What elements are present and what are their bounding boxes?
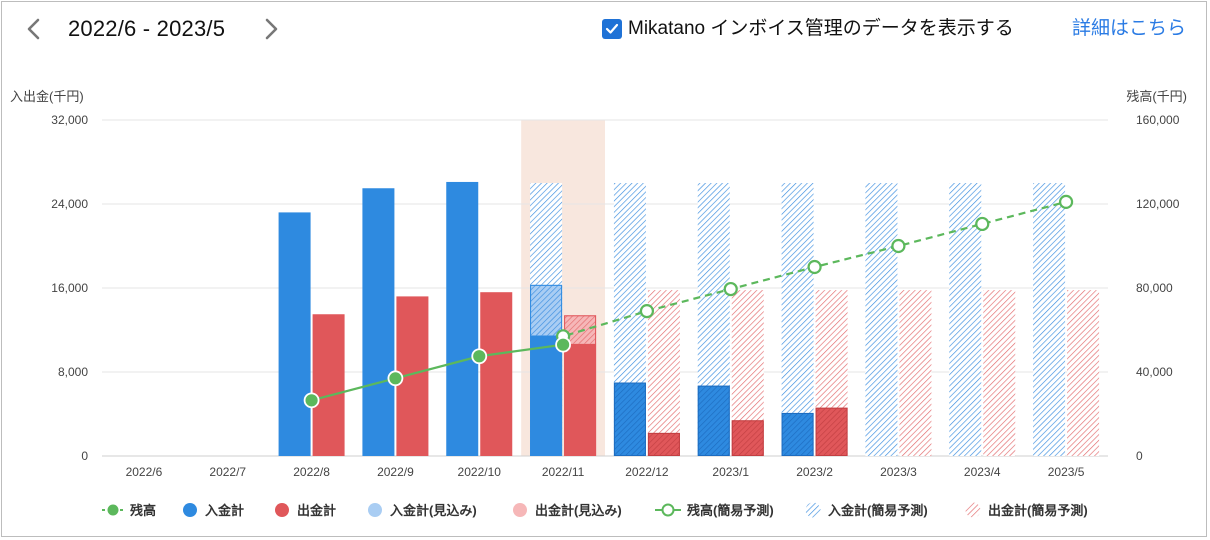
- legend-swatch-hatched: [805, 502, 821, 518]
- balance-point: [303, 392, 320, 409]
- income-bar: [781, 412, 814, 456]
- mikatano-checkbox[interactable]: [602, 19, 622, 39]
- outflow-bar: [312, 314, 345, 456]
- x-tick-label: 2022/6: [126, 465, 163, 479]
- mikatano-data-toggle[interactable]: Mikatano インボイス管理のデータを表示する: [602, 16, 1014, 42]
- y2-tick-label: 160,000: [1136, 113, 1180, 127]
- y-tick-label: 16,000: [51, 281, 88, 295]
- balance-forecast-point: [1058, 194, 1074, 209]
- income-bar: [613, 382, 646, 456]
- outflow-forecast-bar: [899, 290, 932, 456]
- y2-tick-label: 40,000: [1136, 365, 1173, 379]
- chart-header: 2022/6 - 2023/5 Mikatano インボイス管理のデータを表示す…: [0, 0, 1210, 60]
- detail-link[interactable]: 詳細はこちら: [1072, 18, 1187, 39]
- y2-tick-label: 120,000: [1136, 197, 1180, 211]
- balance-forecast-point: [723, 281, 738, 297]
- legend-label: 出金計(簡易予測): [988, 503, 1088, 518]
- balance-forecast-point: [891, 238, 906, 254]
- y-tick-label: 8,000: [58, 365, 88, 379]
- y-tick-label: 24,000: [51, 197, 88, 211]
- outflow-forecast-bar: [983, 290, 1016, 456]
- income-outline: [613, 382, 646, 456]
- legend-label: 入金計(見込み): [390, 503, 477, 518]
- x-tick-label: 2023/1: [712, 465, 749, 479]
- x-tick-label: 2022/8: [293, 465, 330, 479]
- income-bar: [697, 385, 730, 456]
- income-forecast-bar: [1033, 183, 1066, 456]
- y-axis-title: 入出金(千円): [10, 89, 84, 104]
- outflow-forecast-bar: [1067, 290, 1100, 456]
- legend-marker-balance: [107, 504, 119, 516]
- x-tick-label: 2022/7: [209, 465, 246, 479]
- balance-forecast-point: [975, 216, 990, 232]
- x-tick-label: 2022/10: [458, 465, 502, 479]
- next-period-button[interactable]: [259, 14, 283, 44]
- outflow-bar: [564, 343, 597, 456]
- income-bar: [278, 212, 311, 456]
- legend-label: 入金計: [205, 503, 244, 518]
- outflow-outline: [647, 432, 680, 456]
- x-tick-label: 2023/2: [796, 465, 833, 479]
- chevron-left-icon: [27, 18, 40, 40]
- income-forecast-bar: [865, 183, 898, 456]
- outflow-outline: [731, 420, 764, 456]
- x-tick-label: 2022/11: [542, 465, 585, 479]
- legend-swatch: [513, 503, 527, 517]
- balance-point: [387, 370, 404, 387]
- legend-swatch: [368, 503, 382, 517]
- mikatano-toggle-label: Mikatano インボイス管理のデータを表示する: [628, 18, 1014, 39]
- legend-swatch: [183, 503, 197, 517]
- income-outline: [697, 385, 730, 456]
- income-expected-forecast-overlap: [530, 284, 563, 336]
- y2-tick-label: 0: [1136, 449, 1143, 463]
- balance-point: [471, 348, 488, 365]
- y-tick-label: 0: [81, 449, 88, 463]
- income-bar: [362, 188, 395, 456]
- outflow-bar: [647, 432, 680, 456]
- income-expected-outline: [530, 284, 563, 456]
- income-bar: [446, 181, 479, 456]
- outflow-bar: [815, 407, 848, 456]
- legend-label: 入金計(簡易予測): [828, 503, 928, 518]
- balance-forecast-point: [807, 259, 822, 275]
- outflow-expected-outline: [564, 315, 597, 456]
- legend-swatch: [275, 503, 289, 517]
- legend-swatch-hatched: [965, 502, 981, 518]
- income-bar: [530, 335, 563, 456]
- x-tick-label: 2023/5: [1048, 465, 1085, 479]
- x-tick-label: 2022/12: [625, 465, 669, 479]
- balance-forecast-point: [639, 304, 655, 319]
- y2-axis-title: 残高(千円): [1126, 89, 1187, 104]
- legend-label: 残高(簡易予測): [687, 503, 774, 518]
- chevron-right-icon: [265, 18, 278, 40]
- legend-marker-balance-forecast: [661, 503, 675, 517]
- legend-label: 残高: [130, 503, 156, 518]
- outflow-bar: [731, 420, 764, 456]
- x-tick-label: 2022/9: [377, 465, 414, 479]
- income-outline: [781, 412, 814, 457]
- period-label: 2022/6 - 2023/5: [68, 16, 226, 41]
- balance-line: [311, 343, 564, 402]
- x-tick-label: 2023/3: [880, 465, 917, 479]
- income-forecast-bar: [781, 183, 814, 456]
- legend-label: 出金計(見込み): [535, 503, 622, 518]
- y2-tick-label: 80,000: [1136, 281, 1173, 295]
- x-tick-label: 2023/4: [964, 465, 1001, 479]
- balance-point: [555, 336, 571, 353]
- outflow-bar: [480, 292, 513, 456]
- prev-period-button[interactable]: [22, 14, 46, 44]
- legend-label: 出金計: [297, 503, 336, 518]
- outflow-forecast-bar: [647, 290, 680, 456]
- outflow-outline: [815, 407, 848, 457]
- checkmark-icon: [605, 23, 619, 34]
- y-tick-label: 32,000: [51, 113, 88, 127]
